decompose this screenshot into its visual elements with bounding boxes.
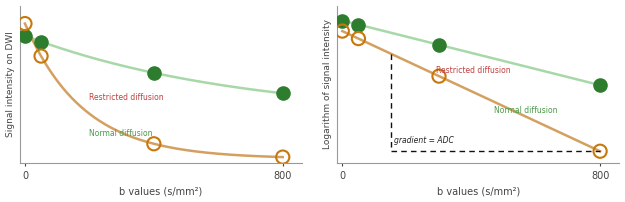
X-axis label: b values (s/mm²): b values (s/mm²) (119, 186, 202, 196)
Point (20, 34, 30, 37)
Point (595, 150, 605, 153)
Point (36, 40, 46, 43)
Text: Normal diffusion: Normal diffusion (89, 129, 153, 138)
Point (434, 43, 444, 46)
Point (36, 55, 46, 58)
Point (338, 29, 348, 33)
Text: Normal diffusion: Normal diffusion (494, 106, 558, 115)
Point (338, 19, 348, 22)
Y-axis label: Signal intensity on DWI: Signal intensity on DWI (6, 32, 14, 137)
Y-axis label: Logarithm of signal intensity: Logarithm of signal intensity (323, 19, 332, 149)
Point (278, 156, 288, 159)
X-axis label: b values (s/mm²): b values (s/mm²) (437, 186, 520, 196)
Text: Restricted diffusion: Restricted diffusion (89, 93, 164, 102)
Point (353, 23, 363, 26)
Point (20, 22, 30, 25)
Point (149, 71, 159, 75)
Text: gradient = ADC: gradient = ADC (394, 136, 454, 145)
Point (353, 37, 363, 40)
Point (434, 75, 444, 78)
Point (595, 84, 605, 87)
Point (278, 92, 288, 95)
Point (149, 142, 159, 145)
Text: Restricted diffusion: Restricted diffusion (436, 66, 511, 75)
